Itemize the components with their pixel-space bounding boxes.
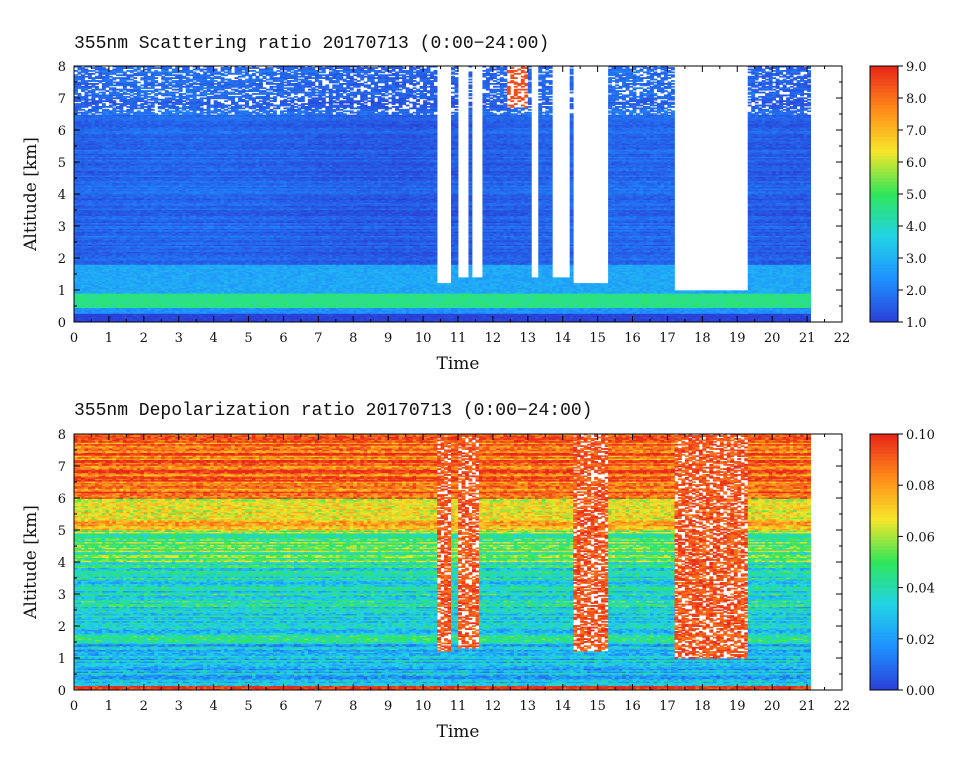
- chart-panel-1: 355nm Scattering ratio 20170713 (0:00−24…: [21, 34, 927, 374]
- chart-title: 355nm Scattering ratio 20170713 (0:00−24…: [74, 34, 549, 54]
- figure: 355nm Scattering ratio 20170713 (0:00−24…: [0, 0, 960, 770]
